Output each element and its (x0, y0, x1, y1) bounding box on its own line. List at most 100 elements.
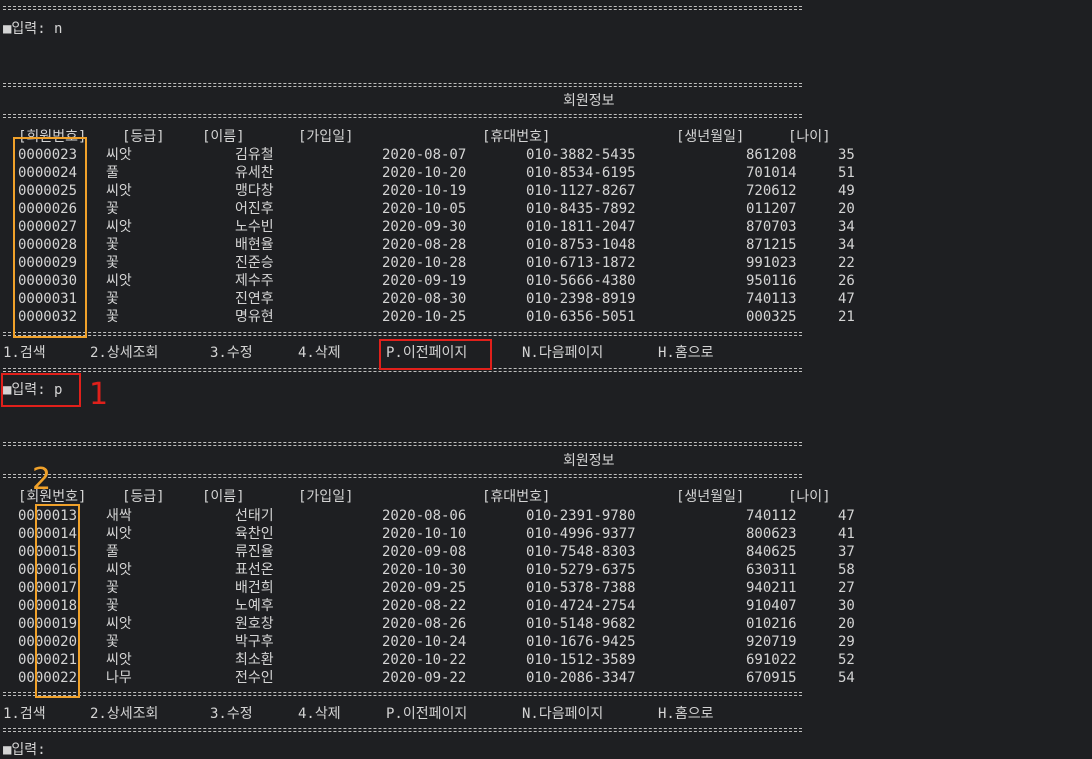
cell-member-no: 0000031 (18, 291, 78, 307)
cell-grade: 꽃 (106, 255, 119, 271)
cell-phone: 010-1811-2047 (526, 219, 636, 235)
cell-age: 30 (838, 598, 855, 614)
annotation-number-1: 1 (89, 377, 109, 412)
cell-birth: 991023 (746, 255, 797, 271)
cell-phone: 010-4724-2754 (526, 598, 636, 614)
cell-age: 49 (838, 183, 855, 199)
cell-age: 47 (838, 291, 855, 307)
cell-grade: 꽃 (106, 634, 119, 650)
menu-next-page[interactable]: N.다음페이지 (522, 706, 604, 722)
cell-phone: 010-1127-8267 (526, 183, 636, 199)
cell-grade: 씨앗 (106, 147, 132, 163)
menu-prev-page[interactable]: P.이전페이지 (386, 706, 468, 722)
cell-phone: 010-5666-4380 (526, 273, 636, 289)
menu-home[interactable]: H.홈으로 (658, 345, 714, 361)
cell-phone: 010-2398-8919 (526, 291, 636, 307)
menu-search[interactable]: 1.검색 (3, 706, 46, 722)
cell-phone: 010-8435-7892 (526, 201, 636, 217)
cell-age: 22 (838, 255, 855, 271)
cell-phone: 010-8753-1048 (526, 237, 636, 253)
cell-name: 표선온 (235, 562, 274, 578)
cell-age: 34 (838, 237, 855, 253)
cell-member-no: 0000015 (18, 544, 78, 560)
separator (3, 81, 802, 89)
cell-join-date: 2020-10-05 (382, 201, 467, 217)
separator (3, 440, 802, 448)
cell-name: 맹다창 (235, 183, 274, 199)
cell-join-date: 2020-10-24 (382, 634, 467, 650)
cell-join-date: 2020-08-26 (382, 616, 467, 632)
cell-phone: 010-5378-7388 (526, 580, 636, 596)
menu-delete[interactable]: 4.삭제 (298, 706, 341, 722)
menu-prev-page[interactable]: P.이전페이지 (386, 345, 468, 361)
cell-join-date: 2020-09-19 (382, 273, 467, 289)
cell-member-no: 0000025 (18, 183, 78, 199)
cell-join-date: 2020-09-30 (382, 219, 467, 235)
cell-birth: 950116 (746, 273, 797, 289)
cell-birth: 920719 (746, 634, 797, 650)
cell-grade: 씨앗 (106, 183, 132, 199)
cell-member-no: 0000022 (18, 670, 78, 686)
cell-name: 진연후 (235, 291, 274, 307)
menu-edit[interactable]: 3.수정 (210, 706, 253, 722)
cell-grade: 꽃 (106, 237, 119, 253)
cell-name: 육찬인 (235, 526, 274, 542)
cell-age: 26 (838, 273, 855, 289)
menu-detail[interactable]: 2.상세조회 (90, 345, 159, 361)
cell-age: 35 (838, 147, 855, 163)
cell-phone: 010-1512-3589 (526, 652, 636, 668)
cell-name: 김유철 (235, 147, 274, 163)
menu-search[interactable]: 1.검색 (3, 345, 46, 361)
cell-join-date: 2020-08-22 (382, 598, 467, 614)
input-prompt[interactable]: ■입력: (3, 742, 55, 758)
col-header-birth: [생년월일] (676, 489, 745, 505)
cell-phone: 010-5148-9682 (526, 616, 636, 632)
cell-age: 20 (838, 616, 855, 632)
menu-detail[interactable]: 2.상세조회 (90, 706, 159, 722)
cell-age: 58 (838, 562, 855, 578)
cell-birth: 870703 (746, 219, 797, 235)
cell-phone: 010-6713-1872 (526, 255, 636, 271)
cell-birth: 000325 (746, 309, 797, 325)
cell-phone: 010-1676-9425 (526, 634, 636, 650)
cell-age: 37 (838, 544, 855, 560)
separator (3, 726, 802, 734)
cell-member-no: 0000023 (18, 147, 78, 163)
cell-grade: 풀 (106, 165, 119, 181)
cell-name: 선태기 (235, 508, 274, 524)
cell-join-date: 2020-08-28 (382, 237, 467, 253)
col-header-name: [이름] (202, 489, 245, 505)
separator (3, 472, 802, 480)
menu-home[interactable]: H.홈으로 (658, 706, 714, 722)
cell-name: 최소환 (235, 652, 274, 668)
menu-delete[interactable]: 4.삭제 (298, 345, 341, 361)
cell-grade: 꽃 (106, 201, 119, 217)
cell-birth: 740112 (746, 508, 797, 524)
menu-edit[interactable]: 3.수정 (210, 345, 253, 361)
cell-name: 노수빈 (235, 219, 274, 235)
cell-phone: 010-6356-5051 (526, 309, 636, 325)
cell-member-no: 0000024 (18, 165, 78, 181)
cell-phone: 010-7548-8303 (526, 544, 636, 560)
cell-phone: 010-2086-3347 (526, 670, 636, 686)
menu-next-page[interactable]: N.다음페이지 (522, 345, 604, 361)
cell-birth: 691022 (746, 652, 797, 668)
cell-name: 제수주 (235, 273, 274, 289)
col-header-phone: [휴대번호] (482, 129, 551, 145)
cell-join-date: 2020-10-10 (382, 526, 467, 542)
cell-grade: 꽃 (106, 598, 119, 614)
cell-phone: 010-5279-6375 (526, 562, 636, 578)
cell-grade: 씨앗 (106, 273, 132, 289)
cell-phone: 010-4996-9377 (526, 526, 636, 542)
input-prompt: ■입력: n (3, 21, 63, 37)
annotation-number-2: 2 (32, 462, 52, 497)
cell-name: 박구후 (235, 634, 274, 650)
cell-member-no: 0000020 (18, 634, 78, 650)
cell-age: 27 (838, 580, 855, 596)
cell-member-no: 0000019 (18, 616, 78, 632)
cell-member-no: 0000032 (18, 309, 78, 325)
col-header-birth: [생년월일] (676, 129, 745, 145)
cell-grade: 씨앗 (106, 616, 132, 632)
cell-name: 류진율 (235, 544, 274, 560)
cell-grade: 꽃 (106, 291, 119, 307)
